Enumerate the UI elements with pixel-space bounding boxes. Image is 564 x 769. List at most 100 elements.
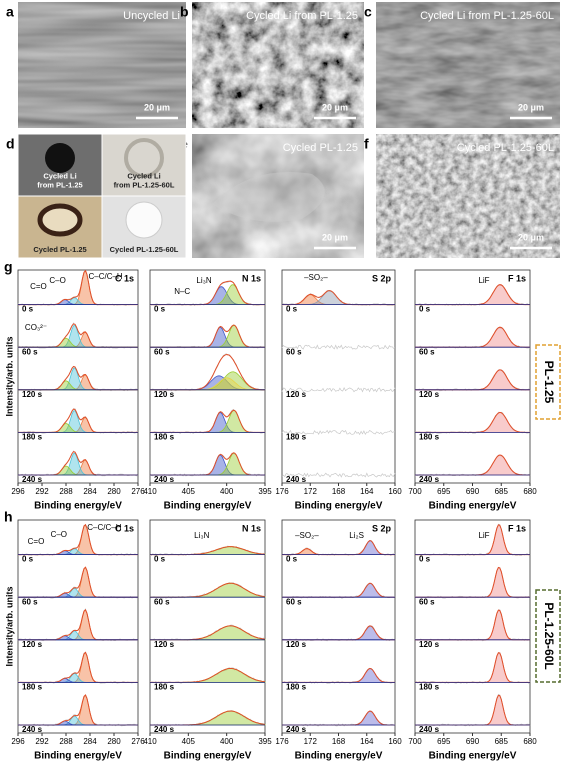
fit-envelope <box>150 324 265 348</box>
x-tick-label: 685 <box>495 737 509 746</box>
sem-caption: Cycled PL-1.25 <box>283 142 358 154</box>
x-axis-label: Binding energy/eV <box>34 501 122 512</box>
scale-label: 20 μm <box>144 102 170 112</box>
photo-label: Cycled PL-1.25 <box>33 245 86 254</box>
x-tick-label: 168 <box>332 487 346 496</box>
time-label: 240 s <box>419 725 440 734</box>
sem-caption: Cycled Li from PL-1.25 <box>246 10 358 22</box>
time-label: 60 s <box>154 597 170 606</box>
fit-component <box>415 284 530 305</box>
time-label: 0 s <box>22 305 34 314</box>
panel-letter: f <box>364 136 369 152</box>
raw-spectrum <box>149 452 266 477</box>
time-label: 120 s <box>22 390 43 399</box>
x-tick-label: 284 <box>83 487 97 496</box>
plot-frame <box>17 269 139 484</box>
fit-component <box>282 540 395 555</box>
time-label: 240 s <box>22 475 43 484</box>
time-label: 60 s <box>419 347 435 356</box>
time-label: 0 s <box>419 305 431 314</box>
x-axis-label: Binding energy/eV <box>429 501 517 512</box>
plot-frame <box>414 519 531 734</box>
x-tick-label: 280 <box>107 487 121 496</box>
x-tick-label: 160 <box>388 737 402 746</box>
x-tick-label: 280 <box>107 737 121 746</box>
sem-image <box>192 134 364 258</box>
x-tick-label: 288 <box>59 737 73 746</box>
photo-label: from PL-1.25 <box>37 180 82 189</box>
x-tick-label: 276 <box>131 737 145 746</box>
x-tick-label: 160 <box>388 487 402 496</box>
time-label: 240 s <box>154 725 175 734</box>
sem-image <box>376 134 560 258</box>
time-label: 60 s <box>286 347 302 356</box>
panel-letter: g <box>4 259 13 275</box>
fit-component <box>150 454 265 476</box>
x-tick-label: 695 <box>437 737 451 746</box>
time-label: 180 s <box>22 683 43 692</box>
peak-label: Li₂S <box>349 531 364 540</box>
y-axis-label: Intensity/arb. units <box>4 586 14 666</box>
sample-disk <box>124 138 164 178</box>
x-tick-label: 400 <box>220 737 234 746</box>
time-label: 180 s <box>419 433 440 442</box>
peak-label: LiF <box>478 531 489 540</box>
fit-component <box>18 452 138 476</box>
panel-letter: h <box>4 509 13 525</box>
scale-label: 20 μm <box>518 102 544 112</box>
x-tick-label: 680 <box>523 487 537 496</box>
x-tick-label: 296 <box>11 737 25 746</box>
time-label: 120 s <box>154 640 175 649</box>
element-label: F 1s <box>508 273 526 283</box>
element-label: N 1s <box>242 523 261 533</box>
raw-spectrum <box>281 386 396 393</box>
fit-component <box>150 452 265 476</box>
time-label: 240 s <box>286 475 307 484</box>
fit-component <box>282 290 395 305</box>
fit-component <box>150 286 265 305</box>
x-tick-label: 700 <box>408 737 422 746</box>
x-tick-label: 164 <box>360 487 374 496</box>
x-tick-label: 410 <box>143 487 157 496</box>
x-tick-label: 176 <box>275 487 289 496</box>
x-tick-label: 400 <box>220 487 234 496</box>
x-tick-label: 292 <box>35 737 49 746</box>
peak-label: C–C/C–H <box>87 523 121 532</box>
scale-label: 20 μm <box>322 232 348 242</box>
time-label: 120 s <box>286 390 307 399</box>
fit-component <box>150 324 265 348</box>
time-label: 180 s <box>419 683 440 692</box>
sample-disk <box>37 203 83 237</box>
x-tick-label: 680 <box>523 737 537 746</box>
fit-component <box>415 326 530 348</box>
element-label: C 1s <box>115 523 134 533</box>
scale-label: 20 μm <box>322 102 348 112</box>
raw-spectrum <box>149 408 266 434</box>
fit-envelope <box>415 694 530 726</box>
fit-envelope <box>415 652 530 683</box>
time-label: 240 s <box>419 475 440 484</box>
fit-envelope <box>415 609 530 641</box>
panel-letter: c <box>364 4 372 20</box>
peak-label: C–O <box>51 530 67 539</box>
time-label: 0 s <box>154 305 166 314</box>
fit-component <box>18 715 138 726</box>
fit-component <box>282 582 395 598</box>
x-axis-label: Binding energy/eV <box>429 751 517 762</box>
sample-box <box>535 344 561 420</box>
sample-label: PL-1.25-60L <box>542 602 556 669</box>
x-tick-label: 405 <box>182 737 196 746</box>
element-label: F 1s <box>508 523 526 533</box>
fit-component <box>150 326 265 348</box>
fit-component <box>18 673 138 683</box>
x-tick-label: 690 <box>466 737 480 746</box>
x-tick-label: 168 <box>332 737 346 746</box>
x-tick-label: 292 <box>35 487 49 496</box>
sem-caption: Cycled PL-1.25-60L <box>457 142 554 154</box>
time-label: 180 s <box>154 683 175 692</box>
scale-label: 20 μm <box>518 232 544 242</box>
x-tick-label: 395 <box>258 487 272 496</box>
peak-label: Li₃N <box>194 531 209 540</box>
